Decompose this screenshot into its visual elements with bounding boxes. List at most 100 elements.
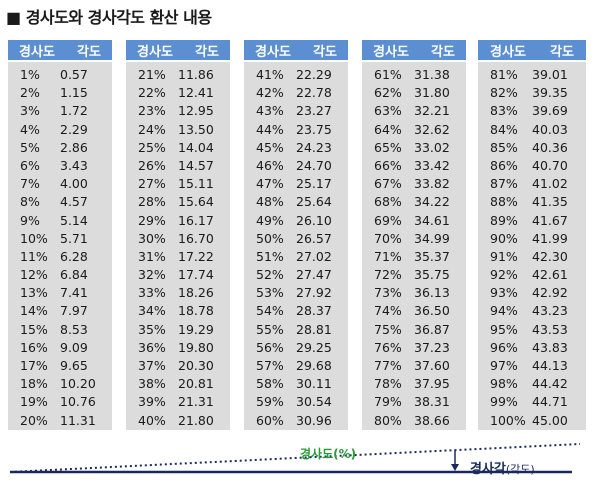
table-row: 74% 36.50	[362, 302, 466, 320]
table-row: 90% 41.99	[478, 230, 586, 248]
table-row: 98% 44.42	[478, 375, 586, 393]
table-row: 93% 42.92	[478, 284, 586, 302]
grade-cell: 10%	[20, 230, 48, 246]
angle-cell: 26.57	[296, 230, 332, 246]
angle-cell: 6.84	[60, 267, 88, 283]
grade-cell: 51%	[256, 248, 284, 264]
grade-cell: 26%	[138, 157, 166, 173]
grade-cell: 50%	[256, 230, 284, 246]
angle-cell: 11.86	[178, 67, 214, 82]
angle-label-main: 경사각	[470, 462, 506, 477]
angle-cell: 42.61	[532, 267, 568, 283]
table-row: 41% 22.29	[244, 66, 348, 84]
grade-label: 경사도(%)	[300, 447, 357, 461]
angle-cell: 34.61	[414, 212, 450, 228]
conversion-column: 경사도 각도 81% 39.01 82% 39.35 83% 39.69 84% 40.03 85%…	[478, 40, 586, 430]
grade-cell: 29%	[138, 212, 166, 228]
angle-cell: 41.02	[532, 176, 568, 192]
angle-cell: 15.64	[178, 194, 214, 210]
angle-cell: 12.95	[178, 103, 214, 119]
angle-cell: 6.28	[60, 248, 88, 264]
table-row: 5% 2.86	[8, 139, 112, 157]
grade-cell: 66%	[374, 157, 402, 173]
column-body: 81% 39.01 82% 39.35 83% 39.69 84% 40.03 85% 40.36…	[478, 62, 586, 430]
table-row: 10% 5.71	[8, 230, 112, 248]
table-row: 76% 37.23	[362, 339, 466, 357]
grade-cell: 35%	[138, 321, 166, 337]
angle-cell: 18.26	[178, 285, 214, 301]
grade-cell: 33%	[138, 285, 166, 301]
grade-cell: 5%	[20, 139, 40, 155]
grade-cell: 67%	[374, 176, 402, 192]
angle-cell: 25.64	[296, 194, 332, 210]
table-row: 11% 6.28	[8, 248, 112, 266]
angle-cell: 34.99	[414, 230, 450, 246]
grade-cell: 79%	[374, 394, 402, 410]
angle-cell: 19.29	[178, 321, 214, 337]
table-row: 40% 21.80	[126, 412, 230, 430]
table-row: 47% 25.17	[244, 175, 348, 193]
header-angle: 각도	[77, 44, 101, 60]
slope-diagram: 경사도(%) 경사각(각도)	[0, 430, 600, 485]
grade-cell: 87%	[490, 176, 518, 192]
slope-line	[9, 443, 581, 473]
grade-cell: 54%	[256, 303, 284, 319]
grade-cell: 60%	[256, 412, 284, 428]
conversion-column: 경사도 각도 1% 0.57 2% 1.15 3% 1.72 4% 2.29 5% 2.86 6% 3.4…	[8, 40, 112, 430]
angle-cell: 33.82	[414, 176, 450, 192]
grade-cell: 63%	[374, 103, 402, 119]
column-body: 1% 0.57 2% 1.15 3% 1.72 4% 2.29 5% 2.86 6% 3.43 7% 4.…	[8, 62, 112, 430]
angle-cell: 16.70	[178, 230, 214, 246]
angle-cell: 10.20	[60, 376, 96, 392]
grade-cell: 49%	[256, 212, 284, 228]
angle-cell: 28.37	[296, 303, 332, 319]
grade-cell: 48%	[256, 194, 284, 210]
grade-cell: 90%	[490, 230, 518, 246]
page-title: ■ 경사도와 경사각도 환산 내용	[6, 8, 212, 27]
table-row: 25% 14.04	[126, 139, 230, 157]
grade-cell: 17%	[20, 358, 48, 373]
angle-cell: 36.50	[414, 303, 450, 319]
table-row: 30% 16.70	[126, 230, 230, 248]
table-row: 21% 11.86	[126, 66, 230, 84]
grade-cell: 14%	[20, 303, 48, 319]
angle-cell: 5.14	[60, 212, 88, 228]
conversion-column: 경사도 각도 61% 31.38 62% 31.80 63% 32.21 64% 32.62 65%…	[362, 40, 466, 430]
angle-cell: 22.29	[296, 67, 332, 82]
angle-cell: 22.78	[296, 85, 332, 101]
angle-cell: 42.92	[532, 285, 568, 301]
grade-cell: 44%	[256, 121, 284, 137]
header-grade: 경사도	[255, 44, 291, 60]
grade-cell: 38%	[138, 376, 166, 392]
grade-cell: 64%	[374, 121, 402, 137]
grade-cell: 92%	[490, 267, 518, 283]
angle-cell: 36.13	[414, 285, 450, 301]
angle-cell: 19.80	[178, 339, 214, 355]
angle-cell: 44.13	[532, 358, 568, 373]
table-row: 16% 9.09	[8, 339, 112, 357]
table-row: 77% 37.60	[362, 357, 466, 375]
table-row: 4% 2.29	[8, 121, 112, 139]
conversion-column: 경사도 각도 21% 11.86 22% 12.41 23% 12.95 24% 13.50 25%…	[126, 40, 230, 430]
angle-cell: 41.67	[532, 212, 568, 228]
grade-cell: 7%	[20, 176, 40, 192]
angle-cell: 31.38	[414, 67, 450, 82]
angle-cell: 2.29	[60, 121, 88, 137]
table-row: 44% 23.75	[244, 121, 348, 139]
grade-cell: 23%	[138, 103, 166, 119]
table-row: 79% 38.31	[362, 393, 466, 411]
grade-cell: 81%	[490, 67, 518, 82]
angle-cell: 13.50	[178, 121, 214, 137]
grade-cell: 95%	[490, 321, 518, 337]
grade-cell: 74%	[374, 303, 402, 319]
angle-cell: 40.70	[532, 157, 568, 173]
angle-cell: 26.10	[296, 212, 332, 228]
grade-cell: 30%	[138, 230, 166, 246]
table-row: 54% 28.37	[244, 302, 348, 320]
table-row: 27% 15.11	[126, 175, 230, 193]
table-row: 22% 12.41	[126, 84, 230, 102]
angle-cell: 37.60	[414, 358, 450, 373]
table-row: 80% 38.66	[362, 412, 466, 430]
angle-cell: 30.54	[296, 394, 332, 410]
angle-cell: 39.01	[532, 67, 568, 82]
